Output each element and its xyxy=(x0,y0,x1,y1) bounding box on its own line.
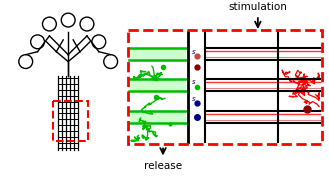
Bar xyxy=(128,30,322,144)
Bar xyxy=(53,101,88,141)
Bar xyxy=(130,79,186,91)
Text: stimulation: stimulation xyxy=(228,2,287,12)
Text: $s$: $s$ xyxy=(191,95,196,103)
Text: $s$: $s$ xyxy=(191,78,196,86)
Bar xyxy=(130,48,186,60)
Text: $s$: $s$ xyxy=(191,48,196,56)
Bar xyxy=(128,30,322,144)
Text: release: release xyxy=(144,161,182,171)
Bar xyxy=(130,111,186,123)
